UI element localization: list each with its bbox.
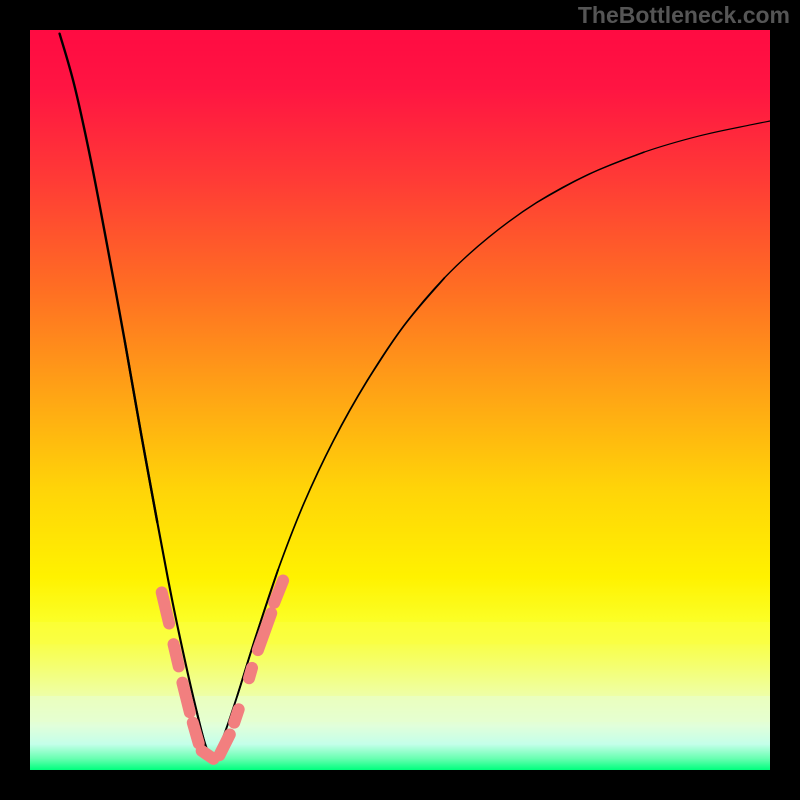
gradient-stripe (30, 696, 770, 722)
chart-root: TheBottleneck.com (0, 0, 800, 800)
data-marker (174, 644, 179, 666)
data-marker (193, 723, 199, 744)
data-marker (234, 709, 238, 722)
data-marker (274, 581, 283, 603)
gradient-background (30, 30, 770, 770)
watermark-label: TheBottleneck.com (578, 2, 790, 29)
data-marker (202, 751, 214, 759)
gradient-stripe (30, 622, 770, 644)
chart-svg (0, 0, 800, 800)
data-marker (249, 668, 252, 678)
data-marker (162, 592, 169, 623)
data-marker (182, 683, 189, 713)
